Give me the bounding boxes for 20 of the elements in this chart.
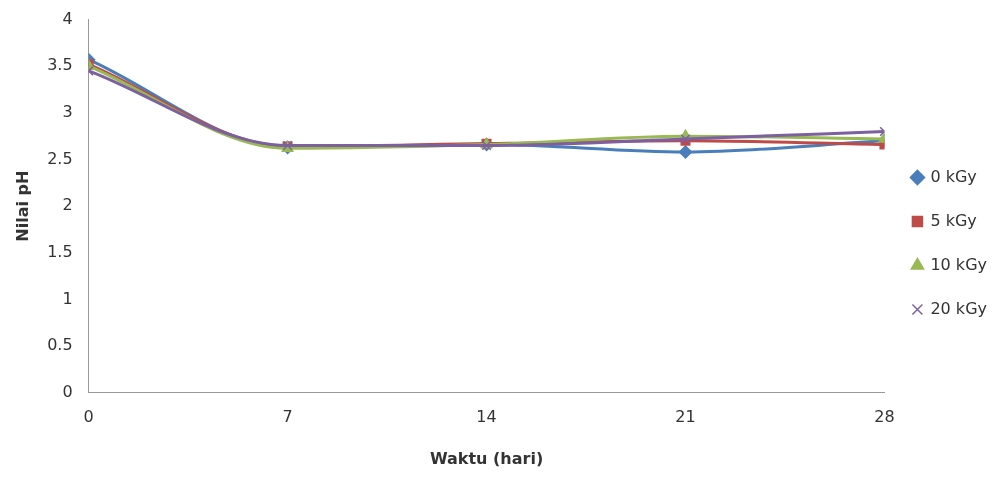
y-tick-label: 1 [62, 288, 73, 308]
y-tick-label: 0.5 [47, 335, 73, 355]
x-tick-label: 14 [476, 407, 497, 427]
legend-label: 0 kGy [930, 166, 977, 186]
legend-label: 5 kGy [930, 210, 977, 230]
y-tick-label: 3.5 [47, 55, 73, 75]
y-tick-label: 4 [62, 8, 73, 28]
x-tick-label: 28 [874, 407, 895, 427]
y-tick-label: 1.5 [47, 241, 73, 261]
x-tick-label: 7 [282, 407, 293, 427]
y-tick-label: 2 [62, 195, 73, 215]
y-axis-title: Nilai pH [12, 170, 32, 242]
legend-label: 20 kGy [930, 298, 987, 318]
x-axis-title: Waktu (hari) [429, 448, 544, 468]
x-tick-label: 21 [675, 407, 696, 427]
x-tick-label: 0 [83, 407, 94, 427]
legend-label: 10 kGy [930, 254, 987, 274]
y-tick-label: 0 [62, 381, 73, 401]
y-tick-label: 2.5 [47, 148, 73, 168]
y-tick-label: 3 [62, 102, 73, 122]
